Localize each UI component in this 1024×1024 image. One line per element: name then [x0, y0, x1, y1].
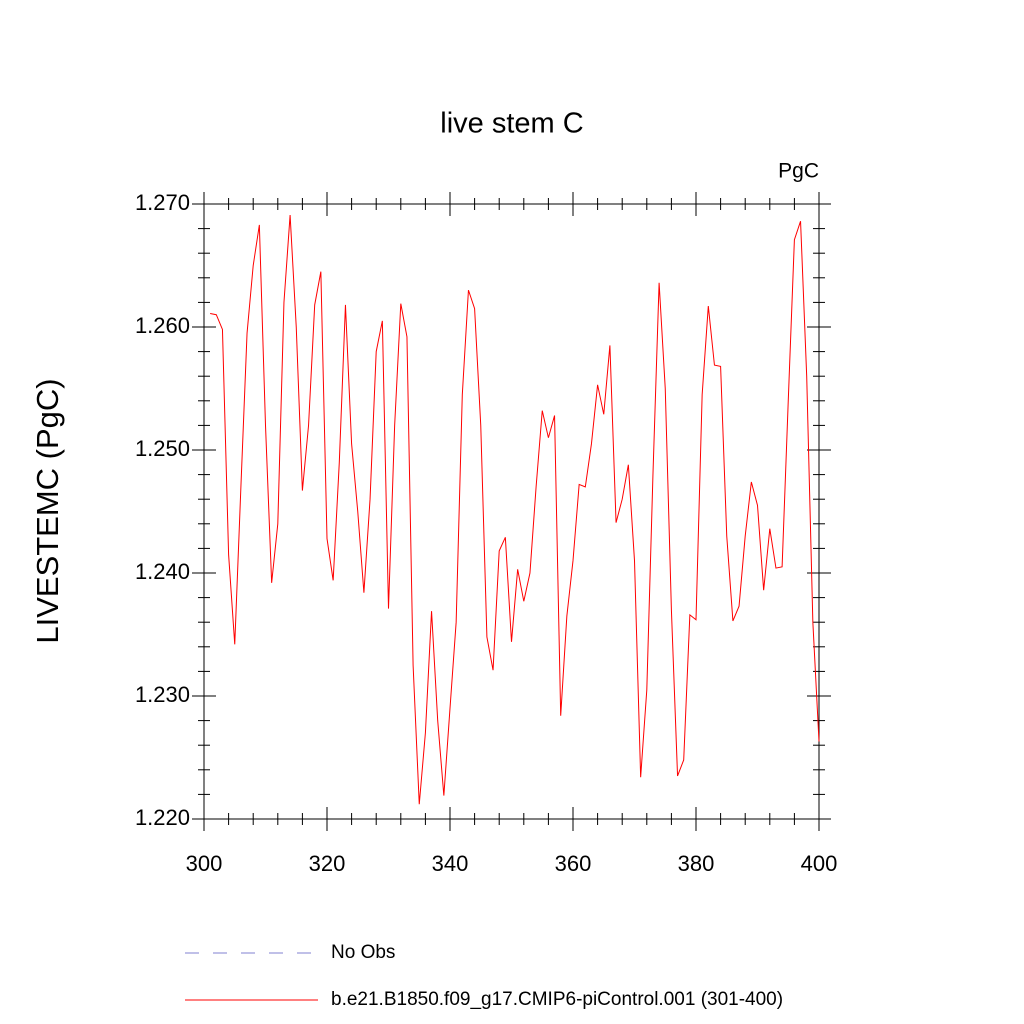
x-tick-label: 320 [309, 851, 346, 876]
chart-title: live stem C [440, 108, 583, 140]
x-tick-label: 360 [555, 851, 592, 876]
y-tick-label: 1.230 [135, 682, 190, 707]
x-tick-label: 380 [678, 851, 715, 876]
y-tick-label: 1.260 [135, 313, 190, 338]
legend-label: b.e21.B1850.f09_g17.CMIP6-piControl.001 … [331, 989, 783, 1010]
x-tick-label: 340 [432, 851, 469, 876]
y-tick-label: 1.270 [135, 190, 190, 215]
x-tick-label: 400 [801, 851, 838, 876]
y-tick-label: 1.250 [135, 436, 190, 461]
x-tick-label: 300 [186, 851, 223, 876]
y-tick-label: 1.220 [135, 805, 190, 830]
data-line [210, 215, 820, 805]
legend-label: No Obs [331, 942, 395, 963]
y-tick-label: 1.240 [135, 559, 190, 584]
units-label: PgC [778, 160, 819, 183]
plot-frame [203, 203, 820, 820]
y-axis-label: LIVESTEMC (PgC) [30, 378, 65, 643]
